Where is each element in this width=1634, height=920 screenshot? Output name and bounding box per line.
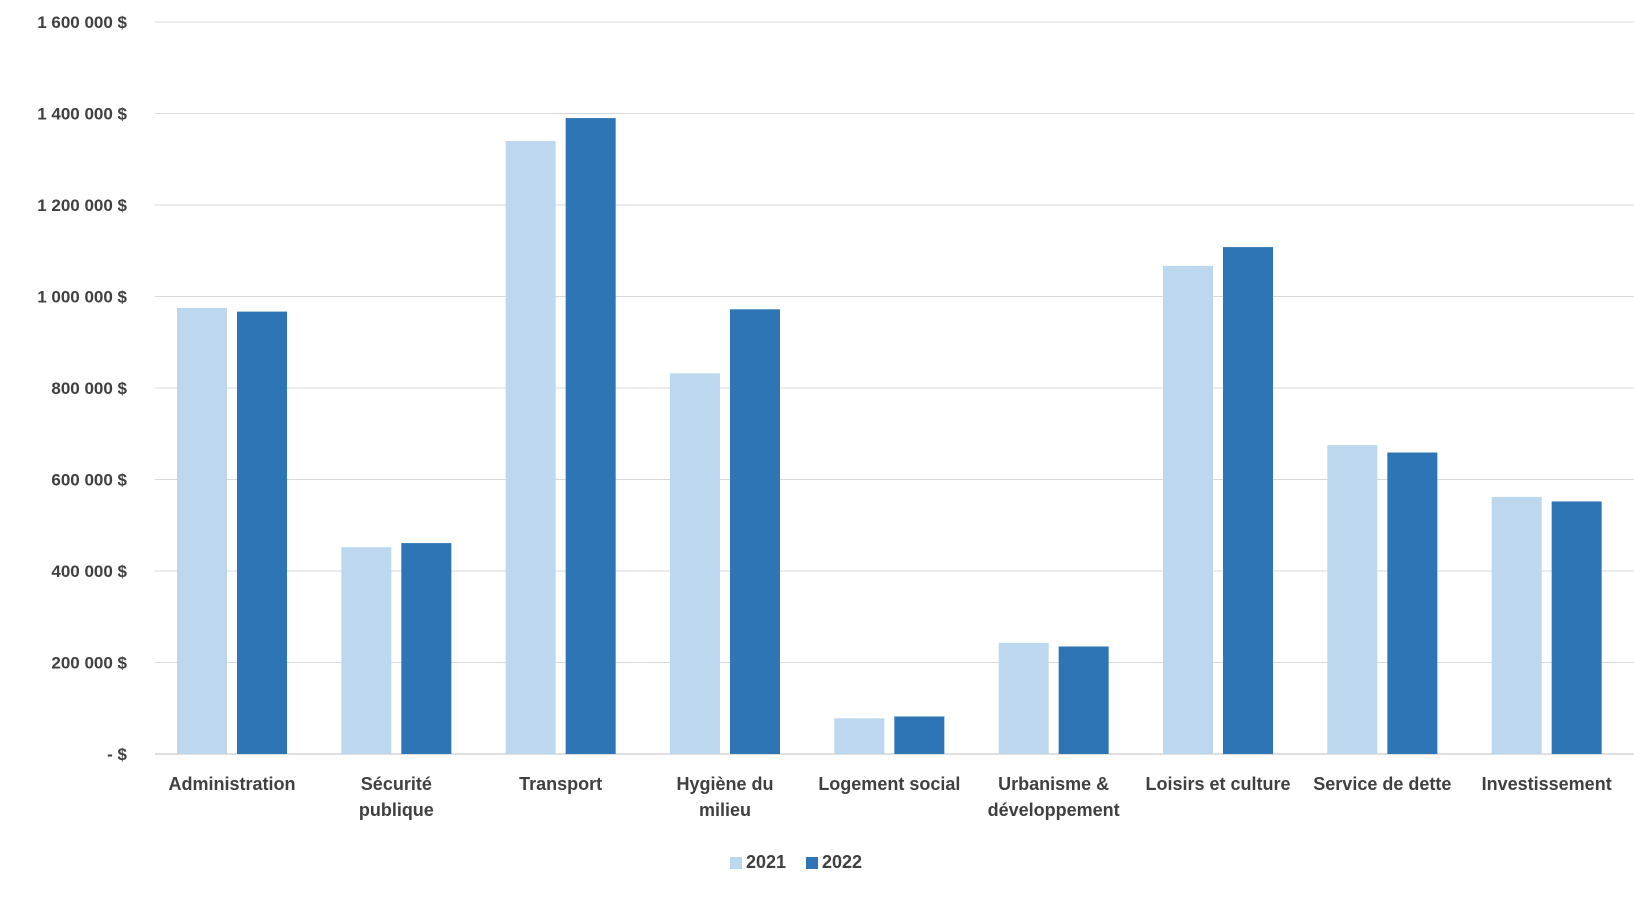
bar-2022-0 bbox=[237, 311, 287, 754]
x-tick-label: Logement social bbox=[818, 774, 960, 794]
x-tick-label-line: Administration bbox=[168, 774, 295, 794]
legend-swatch-2021 bbox=[730, 857, 742, 869]
y-tick-label: 600 000 $ bbox=[51, 471, 127, 490]
x-tick-label-line: développement bbox=[988, 800, 1120, 820]
legend-label: 2022 bbox=[822, 852, 862, 872]
y-tick-label: 1 000 000 $ bbox=[37, 288, 127, 307]
x-tick-label-line: Hygiène du bbox=[676, 774, 773, 794]
y-tick-label: - $ bbox=[107, 745, 127, 764]
x-tick-label: Sécurité publique bbox=[359, 774, 434, 820]
y-tick-label: 1 200 000 $ bbox=[37, 196, 127, 215]
y-tick-label: 800 000 $ bbox=[51, 379, 127, 398]
x-tick-label: Administration bbox=[168, 774, 295, 794]
y-tick-label: 400 000 $ bbox=[51, 562, 127, 581]
x-tick-label-line: Service de dette bbox=[1313, 774, 1451, 794]
bar-2022-8 bbox=[1551, 501, 1602, 754]
bar-2021-8 bbox=[1491, 496, 1542, 754]
x-tick-label-line: Urbanisme & bbox=[998, 774, 1109, 794]
bar-2022-5 bbox=[1058, 646, 1109, 754]
x-tick-label-line: Sécurité bbox=[361, 774, 432, 794]
bar-2021-1 bbox=[341, 547, 392, 754]
x-tick-label-line: Loisirs et culture bbox=[1145, 774, 1290, 794]
bar-2021-7 bbox=[1327, 445, 1378, 754]
bar-2021-2 bbox=[505, 140, 556, 754]
x-tick-label-line: publique bbox=[359, 800, 434, 820]
x-tick-label: Service de dette bbox=[1313, 774, 1451, 794]
x-tick-label: Transport bbox=[519, 774, 602, 794]
y-tick-label: 200 000 $ bbox=[51, 654, 127, 673]
bar-2022-2 bbox=[565, 118, 616, 754]
x-tick-label: Hygiène du milieu bbox=[676, 774, 773, 820]
x-tick-label-line: Logement social bbox=[818, 774, 960, 794]
x-tick-label: Loisirs et culture bbox=[1145, 774, 1290, 794]
axes: - $ 200 000 $ 400 000 $ 600 000 $ 800 000 $ 1… bbox=[37, 13, 1612, 820]
bar-2022-7 bbox=[1387, 452, 1438, 754]
x-tick-label-line: milieu bbox=[699, 800, 751, 820]
bar-2022-6 bbox=[1223, 247, 1273, 754]
x-tick-label: Urbanisme & développement bbox=[988, 774, 1120, 820]
y-tick-label: 1 600 000 $ bbox=[37, 13, 127, 32]
legend: 2021 2022 bbox=[730, 852, 862, 872]
bar-2022-1 bbox=[401, 543, 452, 754]
bar-2021-0 bbox=[177, 307, 227, 754]
bar-2021-4 bbox=[834, 718, 885, 754]
bar-2021-6 bbox=[1163, 265, 1213, 754]
y-tick-label: 1 400 000 $ bbox=[37, 105, 127, 124]
bar-2021-5 bbox=[998, 642, 1049, 754]
bar-2022-4 bbox=[894, 716, 945, 754]
x-tick-label-line: Investissement bbox=[1482, 774, 1612, 794]
legend-swatch-2022 bbox=[806, 857, 818, 869]
x-tick-label-line: Transport bbox=[519, 774, 602, 794]
legend-label: 2021 bbox=[746, 852, 786, 872]
bar-2021-3 bbox=[670, 373, 720, 754]
x-tick-label: Investissement bbox=[1482, 774, 1612, 794]
bars bbox=[177, 118, 1602, 754]
bar-2022-3 bbox=[730, 309, 780, 754]
